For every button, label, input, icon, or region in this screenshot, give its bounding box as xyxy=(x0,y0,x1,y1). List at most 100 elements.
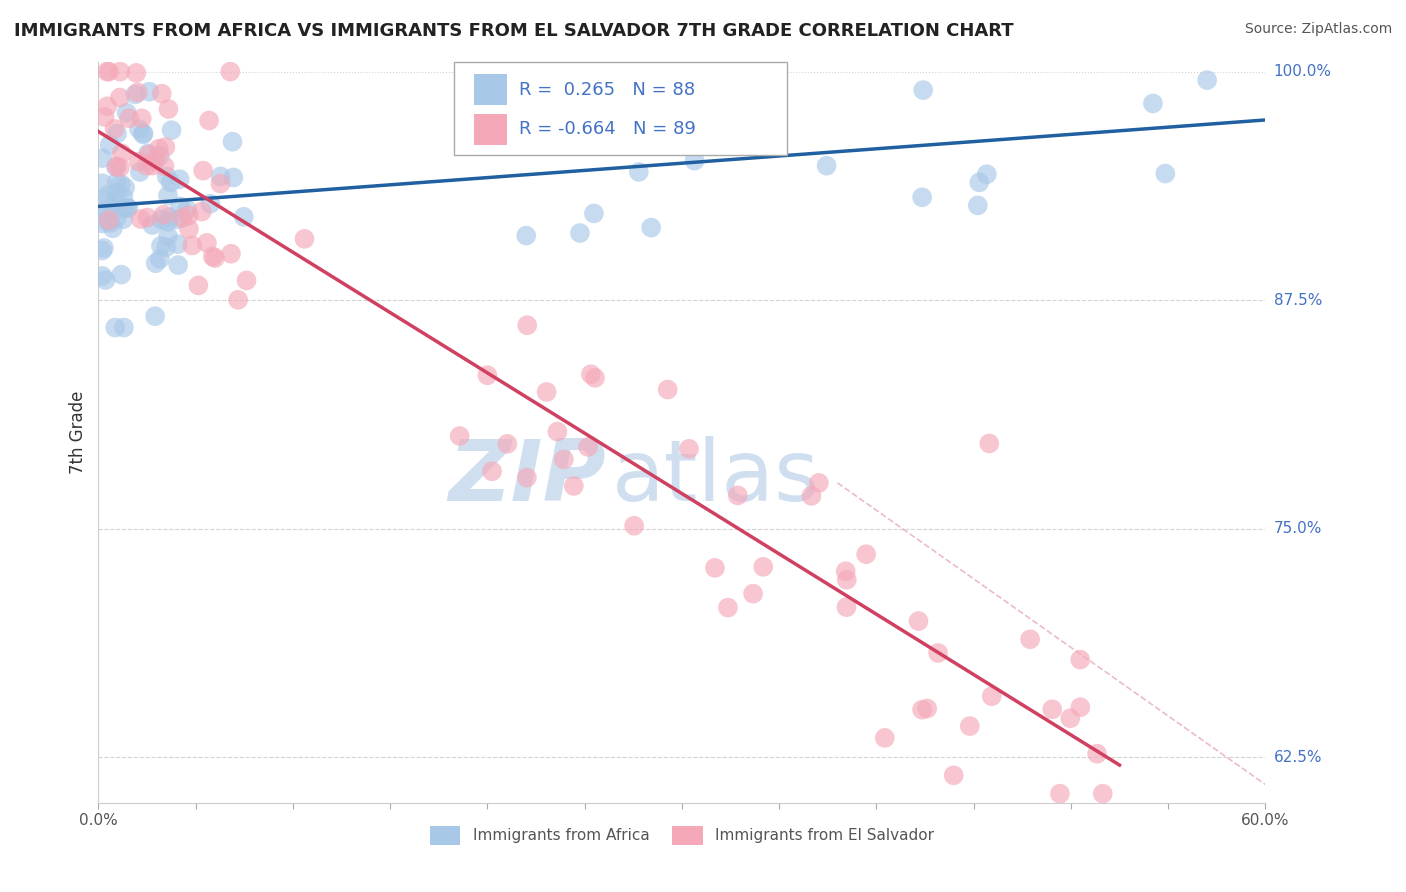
Point xyxy=(911,190,934,204)
Point xyxy=(583,371,606,385)
Point xyxy=(157,102,180,116)
Point xyxy=(143,309,166,323)
Point xyxy=(657,103,679,118)
Point xyxy=(167,258,190,272)
Point xyxy=(112,201,135,215)
Point xyxy=(187,278,209,293)
Point xyxy=(93,110,115,124)
Point xyxy=(1049,787,1071,801)
Point xyxy=(125,66,148,80)
Point xyxy=(927,646,949,660)
Point xyxy=(752,559,775,574)
Point xyxy=(115,105,138,120)
Point xyxy=(101,221,124,235)
Point xyxy=(758,122,780,136)
Point xyxy=(131,112,153,126)
Point xyxy=(855,547,877,561)
Point xyxy=(135,159,157,173)
Point xyxy=(112,190,135,204)
Point xyxy=(105,127,128,141)
Point xyxy=(907,614,929,628)
Text: IMMIGRANTS FROM AFRICA VS IMMIGRANTS FROM EL SALVADOR 7TH GRADE CORRELATION CHAR: IMMIGRANTS FROM AFRICA VS IMMIGRANTS FRO… xyxy=(14,22,1014,40)
Point xyxy=(1069,700,1091,714)
Point xyxy=(156,229,179,244)
Point xyxy=(516,470,538,484)
Point xyxy=(96,194,118,208)
Point xyxy=(576,440,599,454)
Point xyxy=(157,210,180,224)
Point xyxy=(150,87,173,101)
Point xyxy=(96,99,118,113)
Point xyxy=(191,163,214,178)
Point xyxy=(959,719,981,733)
Point xyxy=(97,213,120,227)
Point xyxy=(93,203,115,218)
Point xyxy=(96,64,118,78)
Point xyxy=(112,320,135,334)
Point xyxy=(640,220,662,235)
Point xyxy=(477,368,499,383)
Point xyxy=(148,142,170,156)
Point xyxy=(562,479,585,493)
Point xyxy=(176,202,198,217)
Text: R = -0.664   N = 89: R = -0.664 N = 89 xyxy=(519,120,696,138)
Point xyxy=(136,211,159,225)
Point xyxy=(221,135,243,149)
Point xyxy=(593,131,616,145)
Point xyxy=(91,244,114,258)
Point xyxy=(209,169,232,184)
Point xyxy=(166,237,188,252)
Text: 100.0%: 100.0% xyxy=(1274,64,1331,79)
Point xyxy=(219,64,242,78)
Point xyxy=(115,201,138,215)
Point xyxy=(683,153,706,168)
Text: Source: ZipAtlas.com: Source: ZipAtlas.com xyxy=(1244,22,1392,37)
Point xyxy=(516,318,538,333)
Point xyxy=(198,113,221,128)
Point xyxy=(110,177,132,191)
Point xyxy=(568,226,591,240)
Point xyxy=(104,122,127,136)
Point xyxy=(105,211,128,225)
Point xyxy=(911,703,934,717)
Point xyxy=(143,153,166,168)
Y-axis label: 7th Grade: 7th Grade xyxy=(69,391,87,475)
Point xyxy=(117,201,139,215)
Point xyxy=(190,204,212,219)
Point xyxy=(470,138,492,153)
Point xyxy=(127,86,149,100)
Point xyxy=(104,160,127,174)
Point xyxy=(678,442,700,456)
Point xyxy=(91,268,114,283)
Point xyxy=(1085,747,1108,761)
Text: 75.0%: 75.0% xyxy=(1274,521,1322,536)
Point xyxy=(104,320,127,334)
Point xyxy=(515,228,537,243)
Point xyxy=(1019,632,1042,647)
Point xyxy=(657,383,679,397)
Point xyxy=(835,573,858,587)
Point xyxy=(166,212,188,227)
Point xyxy=(235,273,257,287)
Point xyxy=(169,172,191,186)
Point xyxy=(226,293,249,307)
Point xyxy=(160,123,183,137)
Point xyxy=(132,126,155,140)
Point xyxy=(496,437,519,451)
Point xyxy=(800,489,823,503)
Point xyxy=(967,175,990,189)
Point xyxy=(623,518,645,533)
Point xyxy=(128,154,150,169)
Point xyxy=(966,198,988,212)
Point xyxy=(232,210,254,224)
Point xyxy=(915,701,938,715)
Point xyxy=(546,425,568,439)
Point xyxy=(155,240,177,254)
Point xyxy=(94,273,117,287)
Point xyxy=(152,208,174,222)
Point xyxy=(222,170,245,185)
Bar xyxy=(474,113,508,145)
Point xyxy=(294,232,316,246)
Point xyxy=(128,165,150,179)
Point xyxy=(100,216,122,230)
